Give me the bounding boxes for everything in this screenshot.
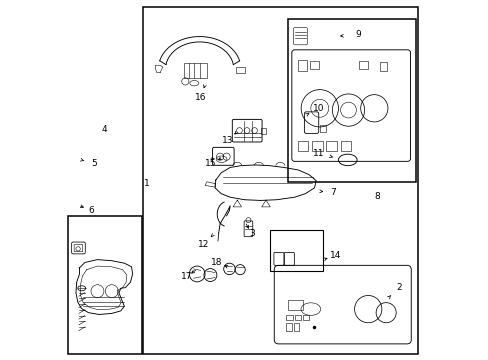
Text: 14: 14 [329, 251, 341, 260]
Text: 10: 10 [312, 104, 324, 113]
Text: 15: 15 [204, 159, 216, 168]
Text: 17: 17 [180, 272, 192, 281]
Bar [287, 19, 415, 182]
Text: 16: 16 [195, 93, 206, 102]
Text: 2: 2 [395, 283, 401, 292]
Bar [143, 7, 417, 354]
Bar [325, 141, 336, 151]
Text: 18: 18 [210, 258, 222, 267]
Bar [303, 315, 309, 320]
Bar [270, 230, 323, 271]
Text: 11: 11 [312, 149, 324, 158]
Bar [293, 323, 299, 331]
Bar [311, 141, 322, 151]
Bar [260, 129, 265, 134]
Text: 6: 6 [88, 206, 94, 215]
Text: 13: 13 [222, 136, 233, 145]
Text: 9: 9 [355, 30, 361, 39]
Bar [183, 63, 206, 78]
Bar [286, 315, 292, 320]
Bar [297, 60, 306, 71]
Bar [319, 125, 325, 132]
Bar [68, 216, 142, 354]
Text: 12: 12 [198, 240, 209, 249]
Text: 1: 1 [144, 179, 149, 188]
Text: 4: 4 [101, 125, 106, 134]
Bar [286, 323, 292, 331]
Text: 3: 3 [248, 229, 254, 238]
Bar [379, 62, 386, 71]
Bar [297, 141, 308, 151]
Text: 7: 7 [330, 188, 336, 197]
Bar [235, 67, 244, 73]
Bar [287, 300, 303, 310]
Bar [359, 61, 367, 69]
Text: 8: 8 [373, 192, 379, 201]
Text: 5: 5 [92, 159, 97, 168]
Bar [340, 141, 351, 151]
Bar [309, 61, 318, 69]
Bar [294, 315, 301, 320]
